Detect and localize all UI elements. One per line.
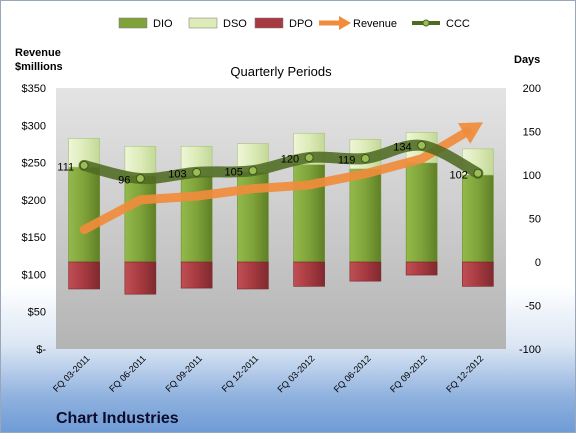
- ccc-data-label: 120: [281, 154, 299, 166]
- legend: DIO DSO DPO Revenue CCC: [118, 16, 470, 30]
- bar-dio: [180, 175, 213, 263]
- ccc-point: [135, 173, 145, 183]
- category-label: FQ 12-2012: [444, 353, 485, 394]
- bar-dpo: [237, 261, 269, 290]
- left-tick-label: $350: [22, 83, 46, 95]
- left-tick-label: $-: [36, 344, 46, 356]
- left-tick-label: $150: [22, 232, 46, 244]
- bar-dso: [124, 145, 157, 177]
- labels-layer: 111 96 103 105 120 119 134 102: [57, 141, 467, 186]
- ccc-point: [473, 168, 483, 178]
- category-label: FQ 06-2012: [332, 353, 373, 394]
- revenue-arrowhead: [457, 122, 484, 144]
- ccc-data-label: 111: [57, 161, 74, 173]
- left-tick-label: $200: [22, 195, 46, 207]
- bar-dio: [349, 168, 382, 263]
- legend-swatch-dio: [118, 17, 148, 29]
- legend-label-dpo: DPO: [289, 18, 313, 30]
- chart-title: Quarterly Periods: [230, 64, 332, 79]
- bar-dio: [462, 174, 494, 263]
- right-tick-label: 50: [529, 214, 541, 226]
- plot-area: [56, 88, 506, 349]
- left-tick-label: $50: [28, 307, 46, 319]
- company-name: Chart Industries: [56, 410, 179, 427]
- bar-dio: [68, 166, 100, 263]
- bar-dio: [405, 162, 438, 263]
- category-label: FQ 12-2011: [220, 353, 261, 394]
- bar-dpo: [180, 261, 213, 289]
- ccc-data-label: 119: [338, 154, 356, 166]
- right-tick-label: 100: [523, 170, 541, 182]
- right-axis-label: Days: [514, 54, 540, 66]
- legend-revenue-arrowhead: [339, 16, 351, 30]
- ccc-data-label: 134: [393, 141, 411, 153]
- ccc-point: [417, 140, 427, 150]
- ccc-data-label: 102: [450, 169, 468, 181]
- ccc-data-label: 96: [118, 174, 130, 186]
- category-label: FQ 03-2012: [276, 353, 317, 394]
- right-tick-label: 150: [523, 127, 541, 139]
- left-axis-label-line1: Revenue: [15, 47, 61, 59]
- ccc-point: [360, 153, 370, 163]
- category-label: FQ 09-2011: [163, 353, 204, 394]
- legend-label-revenue: Revenue: [353, 18, 397, 30]
- legend-label-dso: DSO: [223, 18, 247, 30]
- right-tick-label: 0: [535, 257, 541, 269]
- ccc-point: [248, 166, 258, 176]
- ccc-point: [192, 167, 202, 177]
- category-label: FQ 06-2011: [107, 353, 148, 394]
- ccc-data-label: 103: [168, 168, 186, 180]
- ccc-point: [304, 153, 314, 163]
- bar-dpo: [68, 261, 100, 290]
- left-tick-label: $100: [22, 269, 46, 281]
- legend-swatch-dpo: [254, 17, 284, 29]
- legend-ccc-marker: [422, 19, 430, 27]
- category-label: FQ 03-2011: [51, 353, 92, 394]
- lines-layer: [78, 122, 484, 235]
- legend-swatch-dso: [188, 17, 218, 29]
- left-axis-label-line2: $millions: [15, 61, 63, 73]
- bar-dpo: [405, 261, 438, 276]
- right-tick-label: -100: [519, 344, 541, 356]
- legend-label-dio: DIO: [153, 18, 173, 30]
- ccc-data-label: 105: [225, 167, 243, 179]
- left-tick-label: $250: [22, 158, 46, 170]
- right-tick-label: -50: [525, 301, 541, 313]
- bar-dpo: [293, 261, 325, 287]
- ccc-point: [79, 160, 89, 170]
- category-label: FQ 09-2012: [388, 353, 429, 394]
- bar-dpo: [349, 261, 382, 282]
- left-tick-label: $300: [22, 120, 46, 132]
- legend-label-ccc: CCC: [446, 18, 470, 30]
- bar-dpo: [124, 261, 157, 295]
- right-tick-label: 200: [523, 83, 541, 95]
- revenue-line: [79, 126, 473, 235]
- bar-dio: [124, 175, 157, 263]
- bar-dpo: [462, 261, 494, 287]
